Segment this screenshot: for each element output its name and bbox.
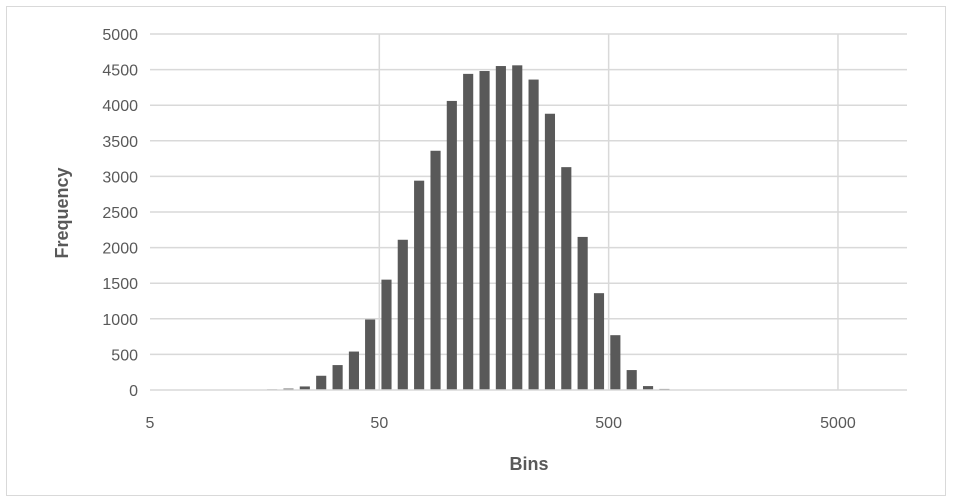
x-axis-ticks: 5 50 500 5000: [146, 415, 856, 432]
y-tick-label: 1500: [102, 276, 138, 293]
bar: [528, 79, 539, 391]
x-tick-label: 5000: [820, 415, 856, 432]
bar: [348, 351, 360, 390]
y-tick-label: 0: [129, 383, 138, 400]
bar: [365, 319, 376, 390]
bar: [463, 73, 474, 390]
y-tick-label: 2000: [102, 241, 138, 258]
x-tick-label: 500: [595, 415, 622, 432]
y-axis-title: Frequency: [52, 167, 72, 258]
bar: [544, 113, 556, 390]
y-tick-label: 4500: [102, 63, 138, 80]
y-tick-label: 500: [111, 347, 138, 364]
y-tick-label: 3500: [102, 134, 138, 151]
y-tick-label: 1000: [102, 312, 138, 329]
y-tick-label: 3000: [102, 169, 138, 186]
bar: [414, 180, 425, 390]
bar: [561, 167, 572, 390]
bar: [381, 279, 392, 390]
bar: [642, 386, 654, 390]
x-tick-label: 5: [146, 415, 155, 432]
bar: [577, 236, 588, 390]
x-axis-title: Bins: [509, 454, 548, 474]
x-tick-label: 50: [370, 415, 388, 432]
bar: [626, 370, 637, 390]
y-tick-label: 5000: [102, 27, 138, 44]
bar: [512, 65, 523, 390]
chart-frame: [6, 6, 946, 496]
bar: [446, 100, 457, 390]
bar: [610, 335, 621, 390]
y-tick-label: 4000: [102, 98, 138, 115]
vertical-gridlines: [378, 34, 839, 390]
bar: [316, 375, 327, 390]
bars: [250, 65, 686, 391]
bar: [479, 71, 490, 391]
bar: [299, 386, 310, 390]
bar: [593, 293, 605, 390]
bar: [495, 66, 506, 390]
horizontal-gridlines: [150, 33, 907, 356]
bar: [332, 365, 343, 390]
y-axis-ticks: 0 500 1000 1500 2000 2500 3000 3500 4000 4500 5000: [102, 27, 138, 400]
y-tick-label: 2500: [102, 205, 138, 222]
bar: [397, 239, 408, 390]
bar: [430, 150, 441, 390]
